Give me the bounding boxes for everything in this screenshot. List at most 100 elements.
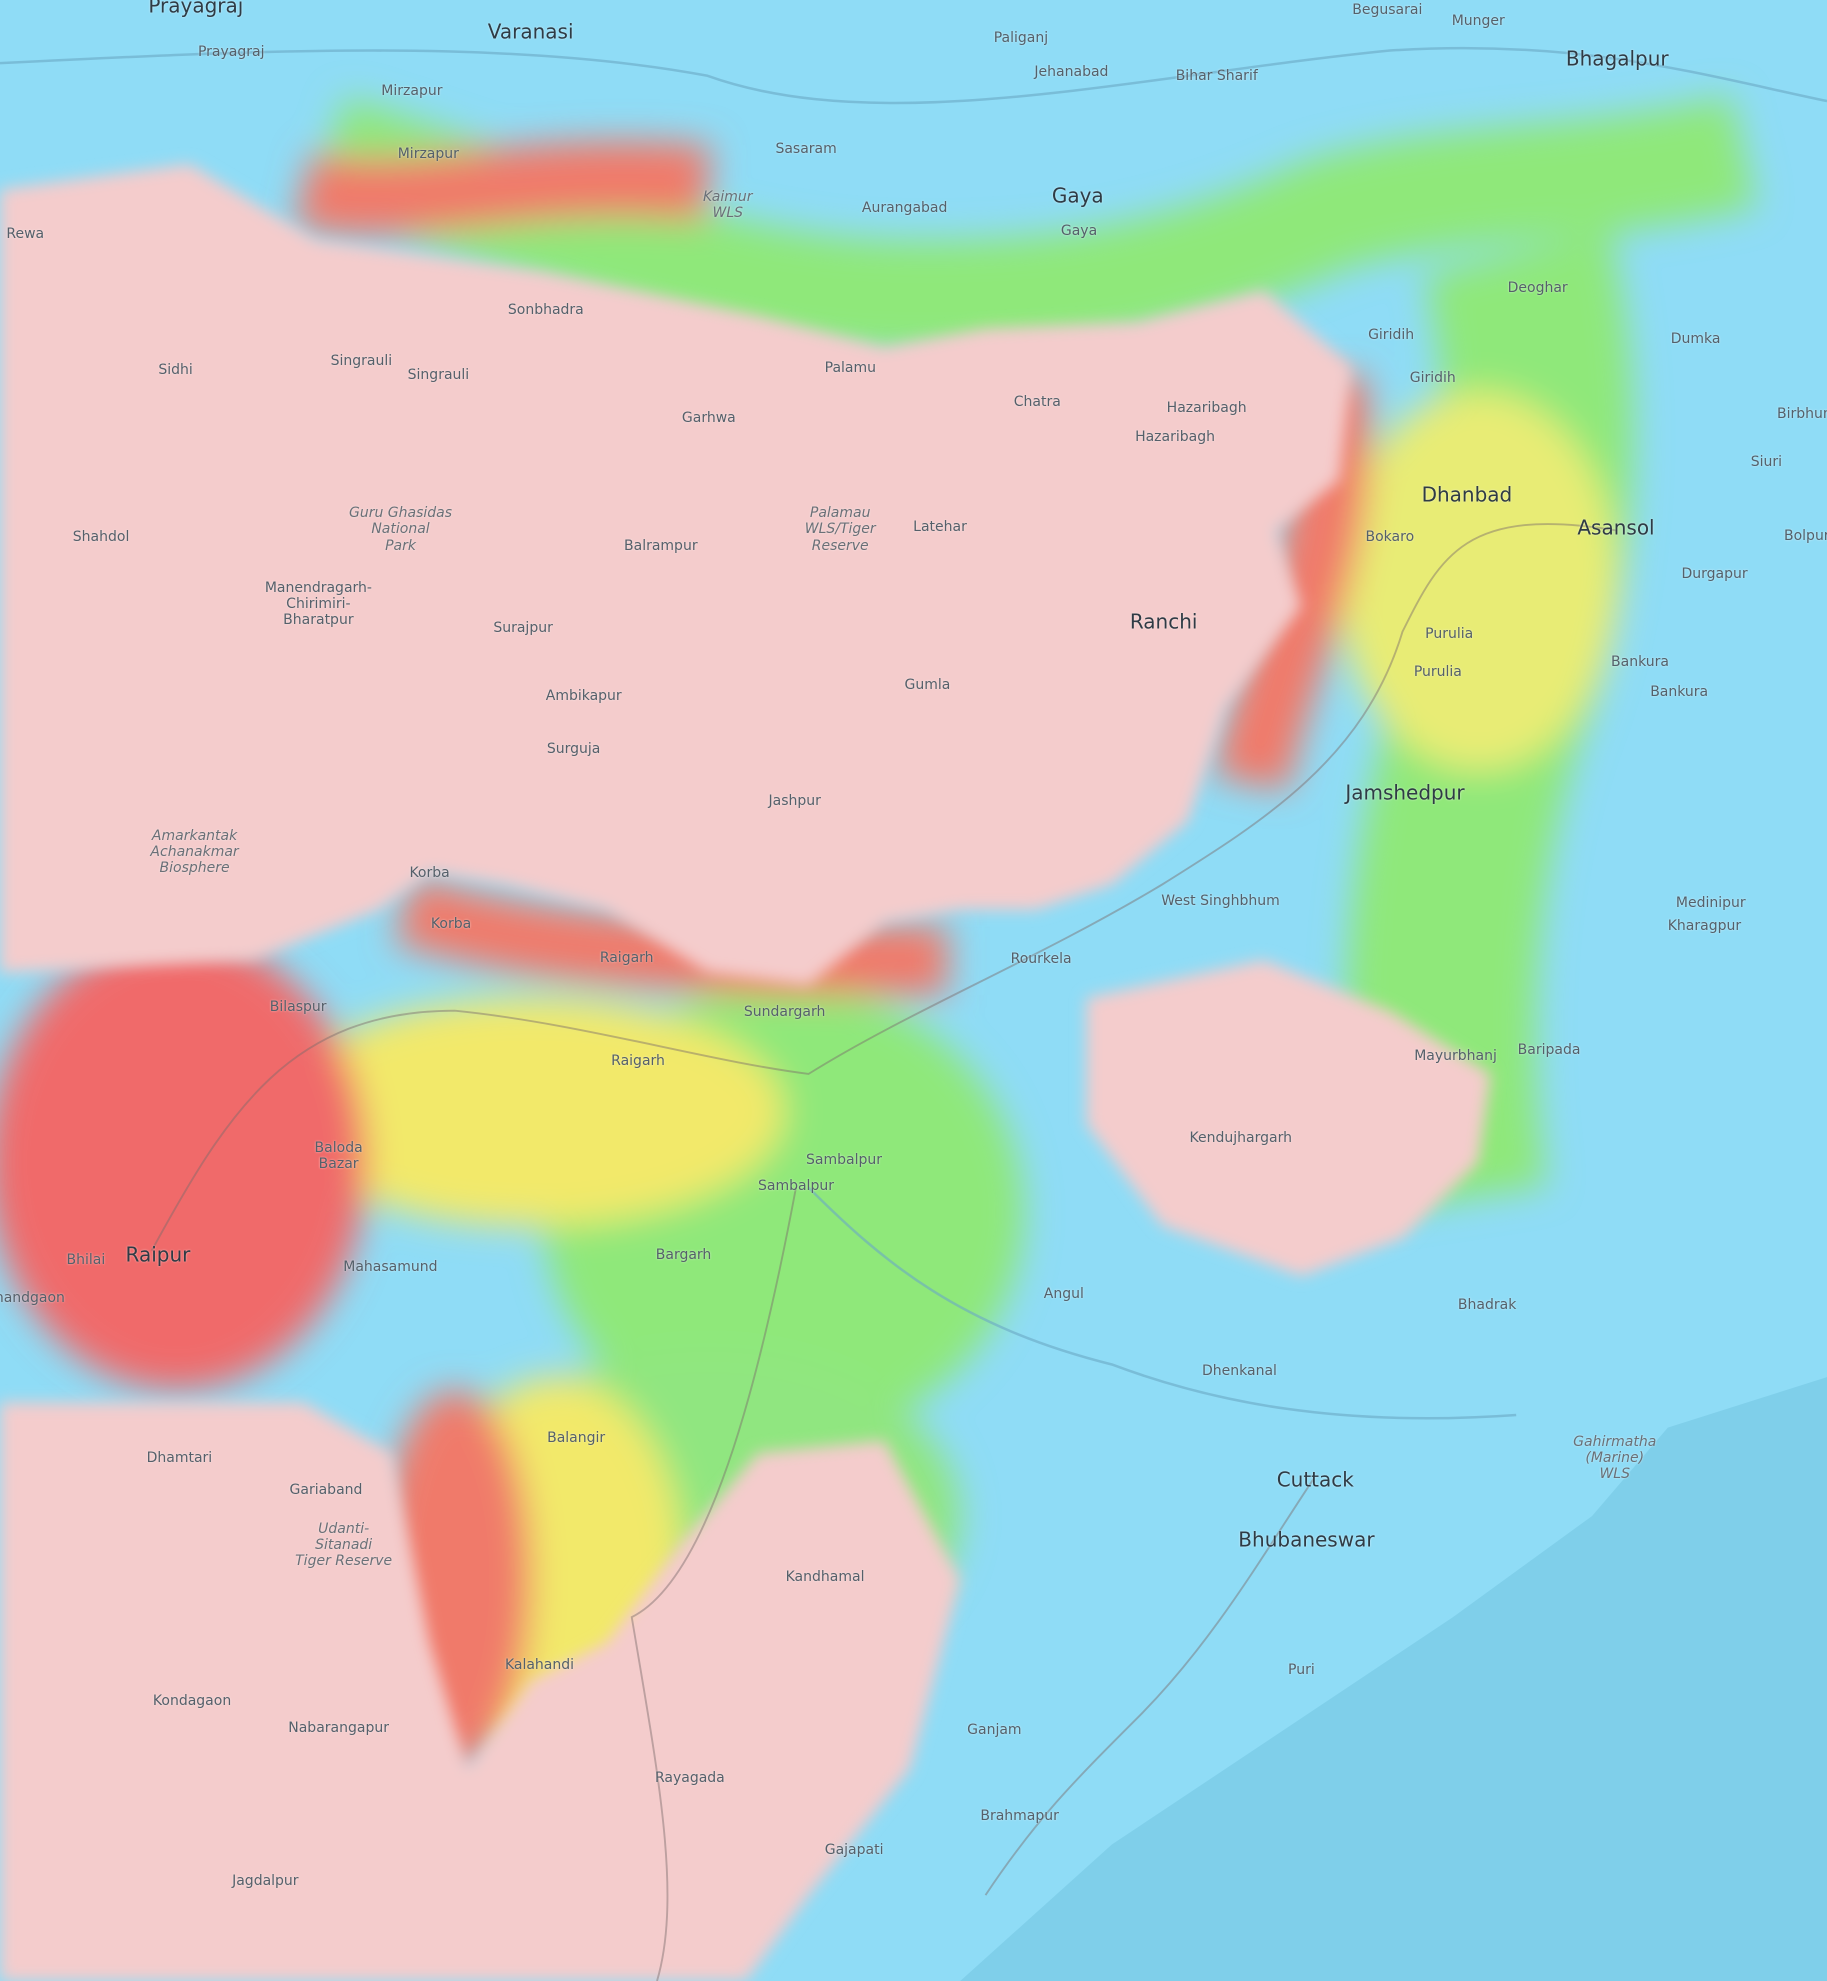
map-label-district[interactable]: Balangir: [547, 1429, 606, 1446]
map-label-district[interactable]: Giridih: [1409, 369, 1456, 386]
map-label-district[interactable]: Giridih: [1368, 326, 1415, 343]
map-label-district[interactable]: Manendragarh- Chirimiri- Bharatpur: [264, 579, 372, 628]
map-label-district[interactable]: Rayagada: [654, 1769, 725, 1786]
map-label-district[interactable]: Sasaram: [775, 141, 837, 158]
map-label-district[interactable]: Dhamtari: [146, 1450, 213, 1466]
map-label-district[interactable]: Kalahandi: [504, 1657, 575, 1674]
map-label-district[interactable]: Bargarh: [655, 1246, 712, 1263]
map-label-city[interactable]: Prayagraj: [148, 0, 244, 18]
highland-kendujhar: [1086, 960, 1491, 1277]
map-label-district[interactable]: Medinipur: [1675, 895, 1746, 912]
map-label-district[interactable]: Korba: [430, 915, 472, 932]
map-label-protected-area[interactable]: Palamau WLS/Tiger Reserve: [804, 505, 876, 554]
map-label-protected-area[interactable]: Guru Ghasidas National Park: [348, 505, 453, 554]
map-label-district[interactable]: Raigarh: [599, 949, 654, 966]
map-label-district[interactable]: Jashpur: [768, 793, 821, 809]
map-label-district[interactable]: Munger: [1451, 13, 1505, 30]
map-label-district[interactable]: Paliganj: [993, 29, 1049, 46]
map-label-district[interactable]: Bhadrak: [1457, 1297, 1517, 1314]
map-label-district[interactable]: Rajnandgaon: [0, 1289, 65, 1306]
map-label-district[interactable]: Dhenkanal: [1202, 1362, 1277, 1379]
map-label-district[interactable]: Surguja: [546, 741, 601, 758]
map-label-district[interactable]: Singrauli: [330, 353, 393, 370]
map-label-protected-area[interactable]: Udanti- Sitanadi Tiger Reserve: [295, 1521, 393, 1570]
map-label-city[interactable]: Jamshedpur: [1345, 780, 1465, 805]
map-label-district[interactable]: Dumka: [1670, 330, 1721, 347]
map-label-district[interactable]: Kharagpur: [1667, 918, 1742, 935]
map-label-district[interactable]: Jagdalpur: [232, 1873, 299, 1890]
map-label-city[interactable]: Varanasi: [487, 19, 574, 44]
map-label-district[interactable]: Jehanabad: [1034, 63, 1109, 80]
map-label-district[interactable]: Baripada: [1517, 1041, 1581, 1058]
map-label-district[interactable]: Garhwa: [681, 410, 736, 427]
map-label-district[interactable]: Angul: [1043, 1285, 1084, 1302]
map-label-district[interactable]: Rewa: [6, 225, 45, 242]
map-label-district[interactable]: Sidhi: [158, 362, 193, 379]
map-label-city[interactable]: Ranchi: [1129, 609, 1198, 634]
map-label-district[interactable]: Purulia: [1413, 664, 1462, 681]
map-label-district[interactable]: Mayurbhanj: [1414, 1048, 1497, 1065]
map-label-district[interactable]: Kandhamal: [785, 1568, 865, 1585]
map-label-district[interactable]: Bolpur: [1783, 527, 1827, 544]
map-label-district[interactable]: Gaya: [1060, 223, 1098, 240]
map-label-city[interactable]: Raipur: [125, 1242, 191, 1267]
sea: [960, 1377, 1827, 1981]
map-label-city[interactable]: Bhubaneswar: [1238, 1527, 1375, 1552]
map-label-district[interactable]: Sambalpur: [757, 1178, 834, 1195]
map-label-district[interactable]: Mirzapur: [381, 82, 443, 99]
map-label-district[interactable]: Chatra: [1013, 393, 1061, 410]
map-label-district[interactable]: Balrampur: [624, 537, 698, 554]
map-label-district[interactable]: Gajapati: [824, 1841, 884, 1858]
map-label-protected-area[interactable]: Amarkantak Achanakmar Biosphere: [150, 827, 239, 876]
map-label-district[interactable]: Puri: [1288, 1662, 1315, 1679]
map-label-district[interactable]: Rourkela: [1010, 950, 1072, 967]
map-label-district[interactable]: Deoghar: [1507, 280, 1568, 297]
map-label-city[interactable]: Gaya: [1051, 183, 1104, 208]
map-label-district[interactable]: Bankura: [1650, 684, 1709, 701]
map-label-district[interactable]: Sambalpur: [806, 1151, 882, 1168]
map-label-district[interactable]: Gumla: [904, 676, 951, 693]
map-label-district[interactable]: Birbhum: [1777, 406, 1827, 423]
map-label-district[interactable]: Durgapur: [1681, 565, 1748, 582]
map-label-city[interactable]: Bhagalpur: [1565, 46, 1669, 71]
map-label-district[interactable]: Kendujhargarh: [1189, 1130, 1292, 1147]
map-label-district[interactable]: Palamu: [824, 359, 876, 376]
map-label-protected-area[interactable]: Gahirmatha (Marine) WLS: [1573, 1433, 1657, 1483]
map-label-district[interactable]: Surajpur: [493, 619, 553, 636]
map-label-district[interactable]: Bhilai: [66, 1251, 106, 1268]
map-label-district[interactable]: Latehar: [913, 518, 967, 535]
map-label-city[interactable]: Asansol: [1577, 515, 1655, 540]
map-label-district[interactable]: Bokaro: [1365, 528, 1415, 545]
map-label-district[interactable]: Bihar Sharif: [1175, 67, 1258, 84]
map-label-protected-area[interactable]: Kaimur WLS: [703, 188, 753, 221]
map-label-district[interactable]: Brahmapur: [980, 1807, 1059, 1824]
map-label-district[interactable]: Singrauli: [407, 367, 470, 384]
map-label-district[interactable]: Korba: [409, 865, 450, 882]
map-label-district[interactable]: Ganjam: [967, 1721, 1022, 1738]
map-label-district[interactable]: Begusarai: [1352, 2, 1423, 19]
map-label-district[interactable]: Kondagaon: [152, 1692, 232, 1709]
map-label-district[interactable]: Purulia: [1425, 626, 1474, 643]
map-label-district[interactable]: Mirzapur: [397, 146, 459, 163]
map-label-city[interactable]: Cuttack: [1276, 1467, 1354, 1492]
map-label-district[interactable]: Gariaband: [289, 1481, 363, 1498]
map-label-district[interactable]: Aurangabad: [861, 200, 948, 217]
map-label-district[interactable]: Prayagraj: [197, 43, 265, 60]
map-label-district[interactable]: Sonbhadra: [507, 301, 584, 318]
map-label-district[interactable]: Bankura: [1611, 654, 1669, 671]
map-label-district[interactable]: Raigarh: [611, 1053, 665, 1070]
map-label-district[interactable]: Baloda Bazar: [314, 1139, 363, 1173]
map-label-district[interactable]: West Singhbhum: [1161, 892, 1280, 909]
map-label-district[interactable]: Sundargarh: [743, 1004, 826, 1020]
map-label-district[interactable]: Shahdol: [72, 528, 130, 545]
map-label-district[interactable]: Siuri: [1750, 454, 1782, 471]
map-label-city[interactable]: Dhanbad: [1421, 482, 1513, 507]
map-label-district[interactable]: Mahasamund: [343, 1259, 438, 1276]
map-label-district[interactable]: Ambikapur: [545, 688, 622, 705]
map-label-district[interactable]: Hazaribagh: [1135, 429, 1215, 446]
map-label-district[interactable]: Nabarangapur: [288, 1720, 389, 1737]
map-label-district[interactable]: Hazaribagh: [1166, 400, 1247, 417]
map-label-district[interactable]: Bilaspur: [269, 998, 327, 1015]
